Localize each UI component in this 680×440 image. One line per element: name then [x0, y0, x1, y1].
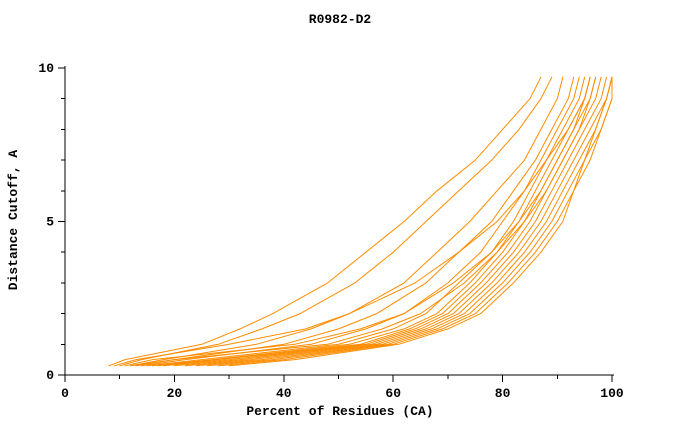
y-tick-label: 10 [38, 61, 54, 76]
series-line-model-17 [124, 76, 591, 367]
x-tick-label: 40 [276, 386, 292, 401]
series-line-model-02 [119, 76, 553, 367]
series-line-model-15 [228, 76, 613, 367]
series-line-model-04 [135, 76, 575, 367]
series-line-model-11 [184, 76, 613, 367]
chart-title: R0982-D2 [308, 12, 372, 27]
series-line-model-16 [130, 76, 597, 367]
x-axis-label: Percent of Residues (CA) [246, 404, 434, 419]
series-line-model-01 [108, 76, 542, 367]
y-tick-label: 0 [46, 368, 54, 383]
x-tick-label: 20 [167, 386, 183, 401]
x-tick-label: 80 [495, 386, 511, 401]
y-axis-label: Distance Cutoff, A [6, 149, 21, 291]
x-tick-label: 60 [385, 386, 401, 401]
y-tick-label: 5 [46, 215, 54, 230]
x-tick-label: 0 [61, 386, 69, 401]
series-line-model-05 [141, 76, 580, 367]
x-tick-label: 100 [600, 386, 624, 401]
series-line-model-03 [130, 76, 564, 367]
series-line-model-13 [206, 76, 613, 367]
series-line-model-10 [173, 76, 607, 367]
series-line-model-18 [113, 76, 591, 367]
